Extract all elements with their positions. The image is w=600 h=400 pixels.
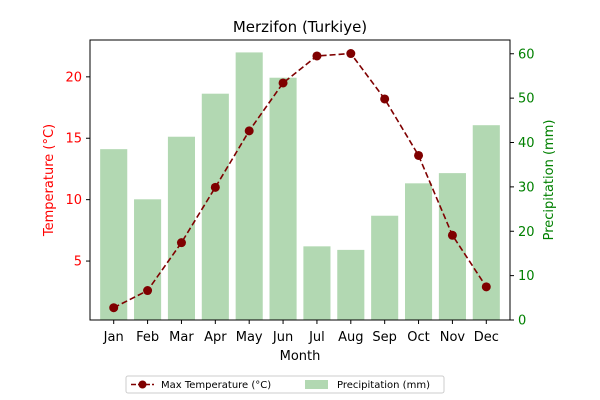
precip-bar-sep: [371, 215, 399, 320]
x-axis: Jan Feb Mar Apr May Jun Jul Aug Sep Oct Nov Dec: [103, 320, 499, 345]
x-tick-label: Oct: [407, 330, 429, 345]
temperature-point-may: [244, 126, 254, 136]
temperature-point-dec: [481, 282, 491, 292]
x-axis-label: Month: [280, 349, 321, 364]
temperature-point-oct: [414, 150, 424, 160]
x-tick-label: Sep: [372, 330, 397, 345]
right-y-tick-label: 10: [518, 269, 535, 284]
right-y-tick-label: 0: [518, 314, 526, 329]
left-y-tick-label: 10: [65, 193, 82, 208]
legend-bar-swatch: [305, 380, 328, 389]
right-y-tick-label: 20: [518, 225, 535, 240]
precip-bar-nov: [438, 173, 466, 320]
temperature-point-jun: [278, 78, 288, 88]
x-tick-label: Mar: [169, 330, 194, 345]
x-tick-label: Jun: [272, 330, 293, 345]
x-tick-label: Nov: [440, 330, 466, 345]
temperature-point-sep: [380, 94, 390, 104]
x-tick-label: Aug: [338, 330, 363, 345]
temperature-point-nov: [447, 230, 457, 240]
right-y-axis: 0 10 20 30 40 50 60: [510, 47, 535, 329]
temperature-point-mar: [176, 238, 186, 248]
precip-bar-apr: [201, 93, 229, 320]
precip-bar-aug: [337, 249, 365, 320]
precip-bar-jul: [303, 246, 331, 320]
left-y-tick-label: 20: [65, 70, 82, 85]
line-series: [109, 49, 491, 313]
legend-marker-swatch: [138, 380, 147, 389]
left-y-tick-label: 5: [74, 255, 82, 270]
x-tick-label: Jan: [103, 330, 124, 345]
right-y-tick-label: 40: [518, 136, 535, 151]
precip-bar-oct: [405, 183, 433, 320]
x-tick-label: Feb: [136, 330, 159, 345]
temperature-line: [113, 52, 487, 309]
plot-frame: [89, 39, 511, 321]
temperature-point-apr: [210, 182, 220, 192]
x-tick-label: Jul: [308, 330, 325, 345]
x-tick-label: Dec: [474, 330, 499, 345]
legend-label-precipitation: Precipitation (mm): [337, 380, 430, 391]
temperature-point-jul: [312, 51, 322, 61]
legend: Max Temperature (°C) Precipitation (mm): [125, 375, 445, 394]
temperature-point-jan: [109, 303, 119, 313]
precip-bar-may: [235, 52, 263, 321]
left-y-axis: 5 10 15 20: [65, 70, 90, 270]
legend-label-temperature: Max Temperature (°C): [161, 380, 271, 391]
right-y-tick-label: 50: [518, 92, 535, 107]
precip-bar-jan: [100, 149, 128, 320]
precip-bar-feb: [134, 199, 162, 320]
right-y-tick-label: 30: [518, 180, 535, 195]
precip-bar-jun: [269, 77, 297, 320]
temperature-point-aug: [346, 49, 356, 59]
right-y-tick-label: 60: [518, 47, 535, 62]
bar-series: [100, 52, 500, 321]
x-tick-label: Apr: [204, 330, 227, 345]
legend-box: [125, 375, 445, 394]
left-y-tick-label: 15: [65, 132, 82, 147]
chart-title: Merzifon (Turkiye): [233, 18, 367, 36]
x-tick-label: May: [236, 330, 263, 345]
left-y-axis-label: Temperature (°C): [42, 124, 57, 237]
temperature-point-feb: [143, 286, 153, 296]
right-y-axis-label: Precipitation (mm): [542, 120, 557, 241]
